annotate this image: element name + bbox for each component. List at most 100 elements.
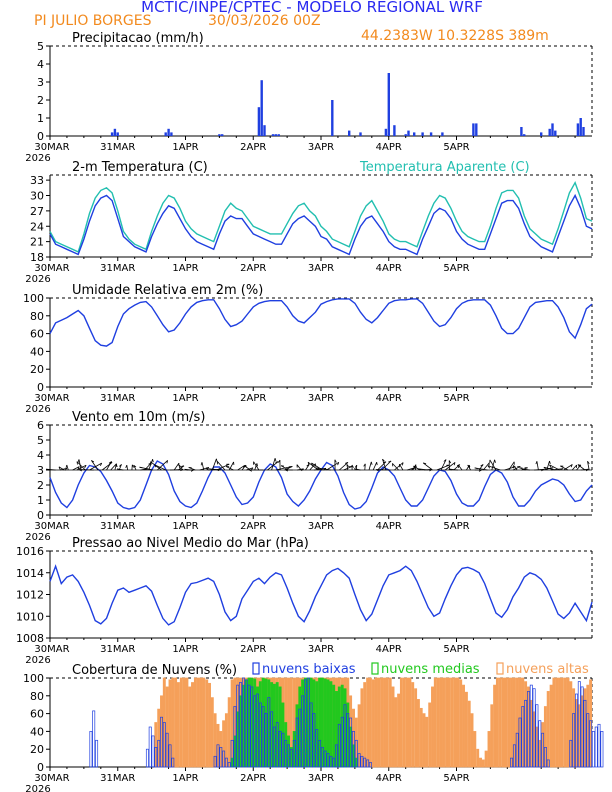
high-cloud-bar (447, 677, 451, 768)
wind-arrow-head (84, 465, 87, 469)
high-cloud-bar (188, 686, 192, 768)
legend-swatch (252, 662, 260, 675)
low-cloud-bar (340, 716, 344, 768)
year-label: 2026 (25, 274, 50, 285)
wind-arrow (79, 469, 94, 471)
wind-arrow (440, 459, 447, 471)
high-cloud-bar (563, 677, 567, 768)
wind-arrow (154, 464, 166, 471)
y-tick-label: 0 (37, 509, 44, 522)
low-cloud-bar (256, 693, 259, 768)
low-cloud-bar (512, 744, 516, 768)
wind-arrow (76, 464, 87, 471)
x-tick-label: 1APR (172, 644, 198, 655)
wind-arrow-head (133, 464, 137, 468)
x-tick-label: 4APR (376, 142, 402, 153)
low-cloud-bar (304, 679, 307, 768)
wind-arrow (307, 461, 319, 471)
low-cloud-bar (586, 713, 590, 768)
low-cloud-bar (157, 739, 161, 768)
high-cloud-bar (558, 677, 561, 768)
high-cloud-bar (199, 677, 203, 768)
wind-arrow (169, 469, 184, 471)
high-cloud-bar (504, 677, 508, 768)
high-cloud-bar (411, 682, 415, 768)
x-tick-label: 3APR (308, 142, 334, 153)
y-tick-label: 80 (30, 310, 44, 323)
x-tick-label: 1APR (172, 521, 198, 532)
wind-arrow-head (91, 460, 95, 463)
x-tick-label: 5APR (443, 263, 469, 274)
y-tick-label: 24 (30, 220, 44, 233)
y-tick-label: 2 (37, 479, 44, 492)
wind-arrow-head (200, 462, 203, 466)
wind-arrow (106, 461, 112, 471)
low-cloud-bar (589, 720, 593, 768)
y-tick-label: 18 (30, 251, 44, 264)
low-cloud-bar (284, 739, 288, 768)
wind-arrow-head (125, 464, 128, 469)
wind-arrow (150, 461, 162, 471)
high-cloud-bar (560, 677, 564, 768)
high-cloud-bar (193, 677, 197, 768)
precip-bar (113, 128, 117, 136)
low-cloud-bar (244, 679, 248, 768)
wind-arrow (543, 466, 556, 471)
x-tick-label: 1APR (172, 142, 198, 153)
wind-arrow-head (77, 466, 80, 470)
panel-3: 0 20 40 60 80 100 30MAR 31MAR 1APR 2APR 3APR 4APR 5A… (23, 283, 593, 415)
wind-arrow (110, 463, 117, 471)
wind-arrow (587, 461, 590, 471)
precip-bar (170, 132, 173, 136)
wind-arrow-head (577, 464, 581, 466)
precip-bar (274, 134, 277, 136)
wind-arrow-head (256, 463, 258, 467)
low-cloud-bar (298, 708, 302, 768)
high-cloud-bar (462, 684, 465, 768)
precip-bar (520, 127, 523, 136)
x-tick-label: 3APR (308, 521, 334, 532)
y-tick-label: 21 (30, 236, 44, 249)
precip-bar (221, 134, 224, 136)
y-tick-label: 2 (37, 94, 44, 107)
x-tick-label: 5APR (443, 521, 469, 532)
y-tick-label: 1 (37, 494, 44, 507)
y-tick-label: 1010 (16, 610, 44, 623)
wind-arrow-head (181, 465, 185, 467)
high-cloud-bar (476, 748, 480, 768)
wind-arrow (72, 466, 80, 471)
precip-bar (110, 132, 114, 136)
high-cloud-bar (416, 699, 420, 768)
precip-bar (582, 127, 585, 136)
wind-arrow-head (375, 469, 379, 472)
x-tick-label: 5APR (443, 773, 469, 784)
high-cloud-bar (174, 677, 178, 768)
wind-arrow-head (354, 464, 358, 468)
wind-arrow-head (351, 464, 354, 468)
high-cloud-bar (182, 677, 186, 768)
precip-bar (441, 132, 444, 136)
wind-arrow-head (474, 467, 478, 470)
low-cloud-bar (272, 726, 276, 768)
high-cloud-bar (439, 677, 443, 768)
panel-5: 1008 1010 1012 1014 1016 30MAR 31MAR 1APR 2APR 3A… (16, 536, 593, 666)
high-cloud-bar (394, 697, 398, 768)
panel-2: 18 21 24 27 30 33 30MAR 31MAR 1APR 2APR 3APR 4APR 5A… (25, 160, 593, 285)
wind-arrow-head (494, 459, 496, 463)
low-cloud-bar (289, 748, 293, 768)
low-cloud-bar (309, 702, 313, 768)
wind-arrow-head (316, 467, 320, 470)
wind-arrow-head (467, 464, 471, 468)
low-cloud-bar (572, 713, 576, 768)
y-tick-label: 33 (30, 174, 44, 187)
wind-arrow (487, 465, 501, 471)
x-tick-label: 4APR (376, 263, 402, 274)
y-tick-label: 1012 (16, 589, 44, 602)
x-tick-label: 30MAR (34, 521, 69, 532)
high-cloud-bar (453, 677, 457, 768)
low-cloud-bar (594, 726, 598, 768)
wind-arrow (179, 464, 184, 471)
high-cloud-bar (484, 750, 488, 768)
low-cloud-bar (171, 757, 175, 768)
wind-arrow (225, 466, 234, 471)
